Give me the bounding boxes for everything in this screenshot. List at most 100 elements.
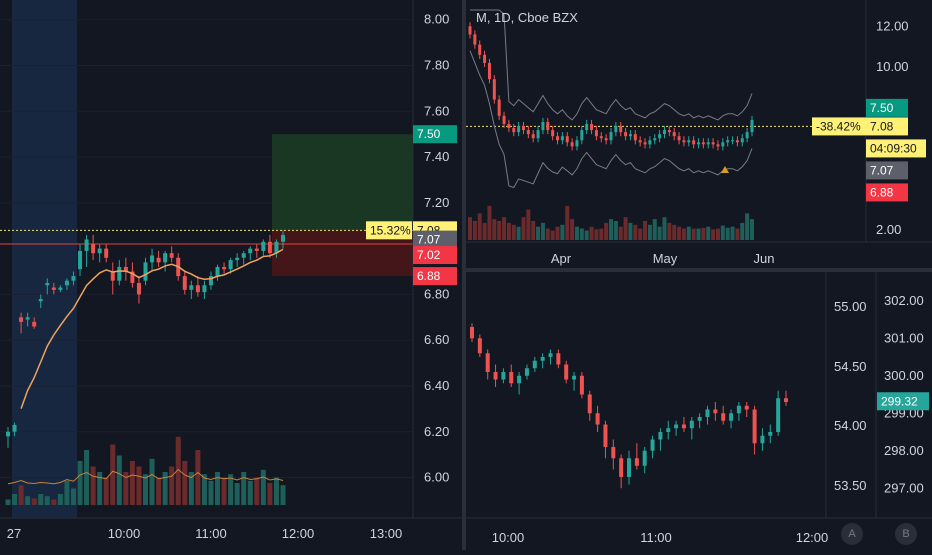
candle-body-L18 bbox=[123, 266, 128, 272]
candle-body-TR34 bbox=[633, 134, 637, 141]
candle-body-TR40 bbox=[662, 130, 666, 135]
last-price-tag-bg bbox=[877, 392, 929, 411]
vwap-line bbox=[20, 248, 284, 409]
volume-bar-34 bbox=[633, 224, 638, 240]
candle-body-TR11 bbox=[521, 126, 525, 131]
volume-bar-35 bbox=[638, 228, 643, 240]
candle-body-L22 bbox=[150, 255, 155, 263]
candle-body-L28 bbox=[189, 285, 194, 290]
volume-bar-2 bbox=[477, 213, 482, 240]
candle-body-L20 bbox=[136, 282, 141, 295]
candle-body-BR22 bbox=[642, 450, 647, 466]
volume-bar-9 bbox=[511, 224, 516, 240]
volume-bar-11 bbox=[521, 217, 526, 240]
volume-bar-32 bbox=[623, 217, 628, 240]
candle-body-L10 bbox=[71, 276, 76, 281]
x-tick-0: 10:00 bbox=[492, 530, 525, 545]
candle-body-TR22 bbox=[575, 140, 579, 147]
volume-bar-44 bbox=[681, 228, 686, 240]
candle-body-BR13 bbox=[572, 375, 577, 380]
volume-bar-55 bbox=[735, 228, 740, 240]
candle-body-BR31 bbox=[713, 409, 718, 414]
intraday-chart-bottom-right[interactable]: 55.00 54.50 54.00 53.50 302.00 301.00 300.00 29… bbox=[466, 272, 932, 550]
candle-body-BR27 bbox=[681, 424, 686, 429]
volume-bar-24 bbox=[584, 230, 589, 240]
intraday-chart-left-canvas[interactable]: 8.00 7.80 7.60 7.40 7.20 6.80 6.60 6.40 6.20 6.00… bbox=[0, 0, 462, 550]
candle-body-TR38 bbox=[653, 138, 657, 141]
volume-bar-46 bbox=[691, 228, 696, 240]
volume-bar-48 bbox=[701, 227, 706, 240]
candle-body-BR36 bbox=[752, 409, 757, 444]
scale-auto-button[interactable]: A bbox=[841, 523, 863, 545]
candle-body-BR8 bbox=[532, 360, 537, 369]
volume-bar-30 bbox=[201, 474, 207, 505]
intraday-chart-left[interactable]: 8.00 7.80 7.60 7.40 7.20 6.80 6.60 6.40 6.20 6.00… bbox=[0, 0, 462, 550]
candle-body-TR12 bbox=[526, 130, 530, 135]
y-tick-3: 2.00 bbox=[876, 222, 901, 237]
candle-body-L35 bbox=[235, 257, 240, 261]
daily-chart-canvas[interactable]: 12.0010.008.002.007.50-38.42%7.0804:09:3… bbox=[466, 0, 932, 268]
y-tick-right-1: 301.00 bbox=[884, 330, 924, 345]
candle-body-TR53 bbox=[726, 140, 730, 143]
volume-bar-12 bbox=[84, 450, 90, 505]
candle-body-L31 bbox=[208, 276, 213, 286]
target-tag-bg bbox=[413, 125, 457, 144]
volume-bar-39 bbox=[260, 469, 266, 505]
volume-bar-52 bbox=[720, 225, 725, 240]
y-tick-right-4: 298.00 bbox=[884, 443, 924, 458]
x-tick-1: 10:00 bbox=[108, 526, 141, 541]
x-tick-0: Apr bbox=[551, 251, 572, 266]
stop-tag: 6.88 bbox=[417, 269, 441, 283]
candle-body-TR23 bbox=[580, 130, 584, 141]
pane-splitter-horizontal[interactable] bbox=[466, 268, 932, 272]
countdown-tag: 04:09:30 bbox=[870, 141, 917, 155]
daily-chart-top-right[interactable]: 12.0010.008.002.007.50-38.42%7.0804:09:3… bbox=[466, 0, 932, 268]
volume-bar-31 bbox=[618, 226, 623, 240]
candle-body-TR6 bbox=[497, 99, 501, 116]
y-tick-left-0: 55.00 bbox=[834, 299, 867, 314]
candle-body-L9 bbox=[64, 280, 69, 286]
x-tick-2: Jun bbox=[754, 251, 775, 266]
candle-body-BR34 bbox=[736, 405, 741, 414]
candle-body-TR35 bbox=[638, 140, 642, 143]
comparison-chart-canvas[interactable]: 55.00 54.50 54.00 53.50 302.00 301.00 300.00 29… bbox=[466, 272, 932, 550]
candle-body-TR27 bbox=[599, 136, 603, 139]
prev-price-tag: 7.07 bbox=[417, 233, 441, 247]
x-tick-1: May bbox=[653, 251, 678, 266]
x-tick-0: 27 bbox=[7, 526, 21, 541]
candle-body-BR4 bbox=[501, 372, 506, 380]
stop-tag: 6.88 bbox=[870, 185, 894, 199]
candle-body-TR15 bbox=[541, 121, 545, 131]
candle-body-TR8 bbox=[507, 123, 511, 129]
entry-tag: 7.02 bbox=[417, 248, 441, 262]
pane-splitter-vertical[interactable] bbox=[462, 0, 466, 550]
y-tick-right-5: 297.00 bbox=[884, 480, 924, 495]
candle-body-BR24 bbox=[658, 432, 663, 440]
candle-body-BR5 bbox=[509, 372, 514, 384]
volume-bar-4 bbox=[31, 498, 37, 505]
candle-body-L41 bbox=[274, 241, 279, 254]
x-tick-2: 11:00 bbox=[195, 526, 227, 541]
candle-body-TR51 bbox=[716, 144, 720, 147]
volume-bar-32 bbox=[215, 472, 221, 505]
volume-bar-27 bbox=[599, 228, 604, 240]
volume-bar-15 bbox=[103, 477, 109, 505]
candle-body-BR32 bbox=[721, 413, 726, 421]
candle-body-TR25 bbox=[590, 123, 594, 131]
candle-body-BR10 bbox=[548, 353, 553, 357]
candle-body-L21 bbox=[143, 262, 148, 281]
volume-bar-30 bbox=[613, 221, 618, 240]
target-tag-bg bbox=[866, 98, 908, 117]
candle-body-BR15 bbox=[587, 394, 592, 414]
y-tick-0: 8.00 bbox=[424, 12, 449, 27]
candle-body-L3 bbox=[25, 317, 30, 320]
volume-bar-3 bbox=[482, 222, 487, 240]
scale-b-button[interactable]: B bbox=[895, 523, 917, 545]
volume-bar-25 bbox=[169, 466, 175, 505]
candle-body-L34 bbox=[228, 260, 233, 270]
volume-bar-42 bbox=[280, 485, 286, 505]
volume-bar-7 bbox=[502, 217, 507, 240]
y-tick-7: 6.40 bbox=[424, 378, 449, 393]
y-tick-6: 6.60 bbox=[424, 332, 449, 347]
volume-bar-36 bbox=[241, 472, 247, 505]
